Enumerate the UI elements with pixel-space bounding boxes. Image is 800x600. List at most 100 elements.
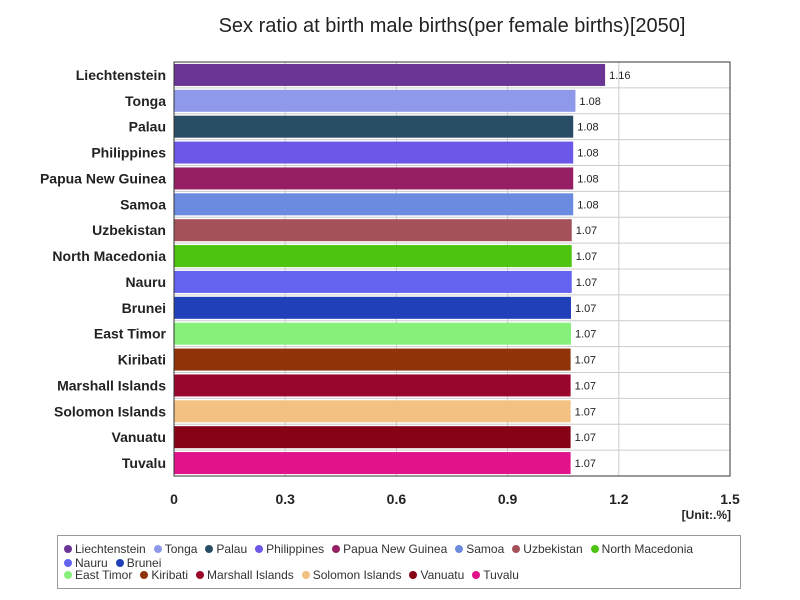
bar	[174, 63, 606, 86]
value-label: 1.16	[609, 70, 630, 82]
legend-swatch	[455, 545, 464, 553]
bar	[174, 400, 571, 423]
x-tick-label: 0.3	[275, 491, 295, 507]
value-label: 1.07	[575, 406, 596, 418]
category-label: Uzbekistan	[92, 222, 166, 238]
value-label: 1.08	[577, 148, 598, 160]
legend-label: Marshall Islands	[207, 568, 294, 582]
value-label: 1.07	[576, 277, 597, 289]
legend-item: Philippines	[255, 542, 324, 556]
legend-swatch	[255, 545, 264, 553]
legend-label: East Timor	[75, 568, 133, 582]
legend-item: Tuvalu	[472, 568, 519, 582]
category-label: Palau	[129, 119, 166, 135]
legend-label: Papua New Guinea	[343, 542, 448, 556]
category-label: Brunei	[122, 300, 166, 316]
x-tick-label: 0	[170, 491, 178, 507]
category-label: Papua New Guinea	[40, 170, 166, 186]
value-label: 1.07	[575, 329, 596, 341]
category-label: Vanuatu	[112, 429, 166, 445]
legend-item: Uzbekistan	[512, 542, 583, 556]
legend-row: Liechtenstein Tonga Palau Philippines Papua …	[64, 542, 740, 570]
legend-item: Solomon Islands	[301, 568, 401, 582]
legend-swatch	[64, 545, 72, 553]
value-label: 1.08	[577, 199, 598, 211]
legend-swatch	[64, 559, 72, 567]
category-label: Solomon Islands	[54, 403, 166, 419]
legend-swatch	[301, 571, 310, 579]
legend-item: Vanuatu	[409, 568, 464, 582]
legend-item: Papua New Guinea	[332, 542, 447, 556]
legend-swatch	[153, 545, 162, 553]
category-label: Samoa	[120, 196, 166, 212]
value-label: 1.08	[577, 173, 598, 185]
category-label: Liechtenstein	[76, 67, 166, 83]
bar	[174, 426, 571, 449]
value-label: 1.07	[576, 251, 597, 263]
legend-label: Liechtenstein	[75, 542, 146, 556]
legend-label: Brunei	[126, 556, 162, 570]
legend-label: Samoa	[466, 542, 505, 556]
value-label: 1.08	[579, 96, 600, 108]
legend: Liechtenstein Tonga Palau Philippines Papua …	[57, 535, 741, 589]
plot-border	[173, 61, 731, 477]
category-label: Kiribati	[118, 352, 166, 368]
legend-label: Kiribati	[151, 568, 189, 582]
category-label: Philippines	[91, 145, 166, 161]
legend-item: East Timor	[64, 568, 132, 582]
legend-swatch	[140, 571, 149, 579]
bar	[174, 452, 571, 475]
category-label: Nauru	[126, 274, 166, 290]
category-label: East Timor	[94, 326, 167, 342]
category-label: Marshall Islands	[57, 377, 166, 393]
value-label: 1.08	[577, 122, 598, 134]
legend-item: Liechtenstein	[64, 542, 146, 556]
legend-swatch	[472, 571, 481, 579]
bar	[174, 193, 574, 216]
bar	[174, 167, 574, 190]
legend-item: Nauru	[64, 556, 108, 570]
category-label: Tonga	[125, 93, 166, 109]
bar	[174, 296, 571, 319]
value-label: 1.07	[575, 380, 596, 392]
legend-label: North Macedonia	[601, 542, 694, 556]
legend-item: Palau	[205, 542, 247, 556]
legend-swatch	[512, 545, 521, 553]
legend-swatch	[409, 571, 418, 579]
unit-label: [Unit:.%]	[681, 508, 731, 522]
bar	[174, 348, 571, 371]
x-tick-label: 0.6	[387, 491, 407, 507]
value-label: 1.07	[575, 303, 596, 315]
value-label: 1.07	[575, 458, 596, 470]
legend-item: Tonga	[153, 542, 197, 556]
category-label: Tuvalu	[122, 455, 166, 471]
legend-label: Tuvalu	[483, 568, 519, 582]
bar	[174, 89, 576, 112]
legend-item: North Macedonia	[590, 542, 694, 556]
legend-item: Samoa	[455, 542, 504, 556]
legend-label: Philippines	[266, 542, 325, 556]
chart-title: Sex ratio at birth male births(per femal…	[218, 15, 686, 37]
x-tick-label: 0.9	[498, 491, 518, 507]
bar	[174, 374, 571, 397]
bar	[174, 245, 572, 268]
legend-item: Marshall Islands	[196, 568, 294, 582]
legend-swatch	[590, 545, 599, 553]
value-label: 1.07	[576, 225, 597, 237]
bar	[174, 141, 574, 164]
value-label: 1.07	[575, 355, 596, 367]
bar	[174, 115, 574, 138]
legend-swatch	[115, 559, 124, 567]
bar	[174, 322, 571, 345]
legend-swatch	[205, 545, 214, 553]
legend-swatch	[196, 571, 205, 579]
legend-label: Vanuatu	[420, 568, 465, 582]
value-label: 1.07	[575, 432, 596, 444]
legend-item: Kiribati	[140, 568, 188, 582]
legend-label: Uzbekistan	[523, 542, 583, 556]
bar	[174, 270, 572, 293]
legend-row: East Timor Kiribati Marshall Islands Solomo…	[64, 564, 740, 586]
legend-swatch	[64, 571, 72, 579]
